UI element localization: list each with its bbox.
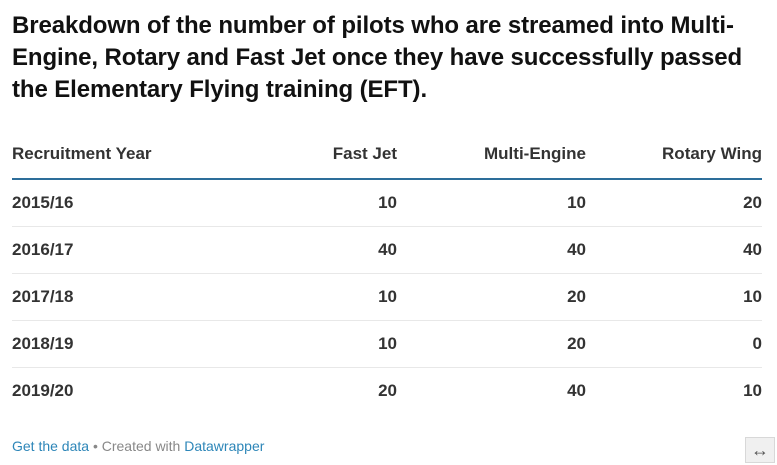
get-the-data-link[interactable]: Get the data [12,438,90,454]
cell-multi-engine: 20 [397,320,586,368]
cell-fast-jet: 10 [212,320,397,368]
table-row: 2015/16 10 10 20 [12,179,762,227]
column-header-fast-jet[interactable]: Fast Jet [212,130,397,180]
cell-year: 2015/16 [12,179,212,227]
cell-year: 2016/17 [12,226,212,274]
cell-rotary-wing: 10 [586,273,762,321]
resize-handle[interactable]: ↔ [745,437,775,463]
column-header-multi-engine[interactable]: Multi-Engine [397,130,586,180]
chart-title: Breakdown of the number of pilots who ar… [12,12,743,103]
cell-multi-engine: 40 [567,381,586,400]
cell-rotary-wing: 40 [586,226,762,274]
table-row: 2016/17 40 40 40 [12,226,762,274]
header-row: Recruitment Year Fast Jet Multi-Engine R… [12,130,762,180]
column-header-year[interactable]: Recruitment Year [12,130,212,180]
cell-multi-engine: 20 [397,273,586,321]
cell-rotary-wing: 20 [586,179,762,227]
table-row: 2018/19 10 20 0 [12,320,762,368]
chart-container: Breakdown of the number of pilots who ar… [12,0,762,400]
cell-year: 2018/19 [12,320,212,368]
cell-fast-jet: 10 [212,179,397,227]
table-row: 2019/20 20 40 10 [12,368,762,415]
cell-fast-jet: 40 [212,226,397,274]
table-row: 2017/18 10 20 10 [12,273,762,321]
cell-rotary-wing: 10 [743,381,762,400]
cell-fast-jet: 10 [212,273,397,321]
footer-credit-text: • Created with [89,438,185,454]
cell-year: 2019/20 [12,381,74,400]
column-header-rotary-wing[interactable]: Rotary Wing [586,130,762,180]
cell-fast-jet: 20 [378,381,397,400]
horizontal-arrows-icon: ↔ [751,439,769,460]
datawrapper-link[interactable]: Datawrapper [184,438,265,454]
cell-multi-engine: 10 [397,179,586,227]
cell-rotary-wing: 0 [586,320,762,368]
data-table: Recruitment Year Fast Jet Multi-Engine R… [12,130,762,414]
cell-multi-engine: 40 [397,226,586,274]
chart-footer: Get the data • Created with Datawrapper [12,438,264,454]
cell-year: 2017/18 [12,273,212,321]
